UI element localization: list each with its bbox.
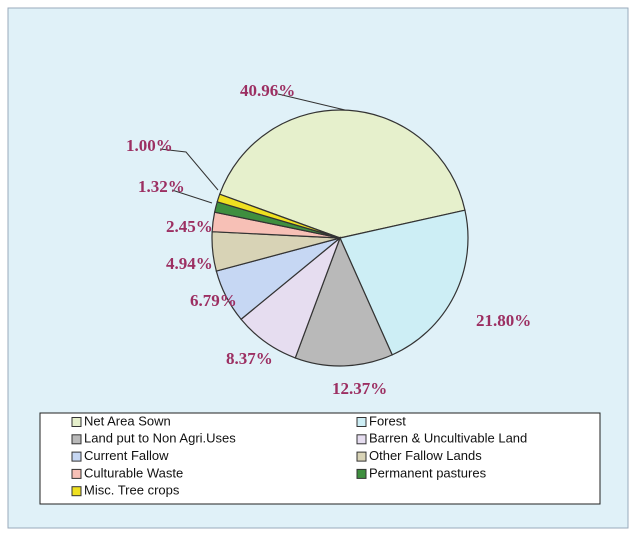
legend-label: Misc. Tree crops bbox=[84, 483, 180, 498]
slice-label: 2.45% bbox=[166, 217, 213, 236]
legend-label: Land put to Non Agri.Uses bbox=[84, 431, 236, 446]
legend-swatch bbox=[71, 468, 82, 479]
slice-label: 1.32% bbox=[138, 177, 185, 196]
legend-label: Current Fallow bbox=[84, 448, 169, 463]
legend-label: Culturable Waste bbox=[84, 465, 183, 480]
legend-swatch bbox=[356, 417, 367, 427]
legend-label: Net Area Sown bbox=[84, 413, 171, 428]
legend-swatch bbox=[71, 451, 82, 462]
pie-slice bbox=[339, 209, 469, 356]
legend-label: Other Fallow Lands bbox=[369, 448, 482, 463]
leader-line bbox=[277, 93, 346, 111]
slice-label: 4.94% bbox=[166, 254, 213, 273]
legend-box bbox=[39, 412, 601, 505]
slice-label: 6.79% bbox=[190, 291, 237, 310]
slice-label: 40.96% bbox=[240, 81, 295, 100]
slice-label: 21.80% bbox=[476, 311, 531, 330]
legend-label: Permanent pastures bbox=[369, 465, 487, 480]
pie-slice bbox=[218, 109, 466, 239]
legend-label: Forest bbox=[369, 413, 406, 428]
legend-swatch bbox=[356, 434, 367, 445]
slice-label: 12.37% bbox=[332, 379, 387, 398]
legend-swatch bbox=[71, 417, 82, 427]
leader-line bbox=[171, 189, 213, 204]
slice-label: 8.37% bbox=[226, 349, 273, 368]
pie-slice bbox=[216, 193, 341, 239]
leader-line bbox=[159, 148, 219, 191]
legend-label: Barren & Uncultivable Land bbox=[369, 431, 527, 446]
legend-swatch bbox=[356, 451, 367, 462]
legend-swatch bbox=[71, 486, 82, 497]
pie-slice bbox=[294, 236, 393, 367]
legend-swatch bbox=[71, 434, 82, 445]
slice-label: 1.00% bbox=[126, 136, 173, 155]
legend-swatch bbox=[356, 468, 367, 479]
